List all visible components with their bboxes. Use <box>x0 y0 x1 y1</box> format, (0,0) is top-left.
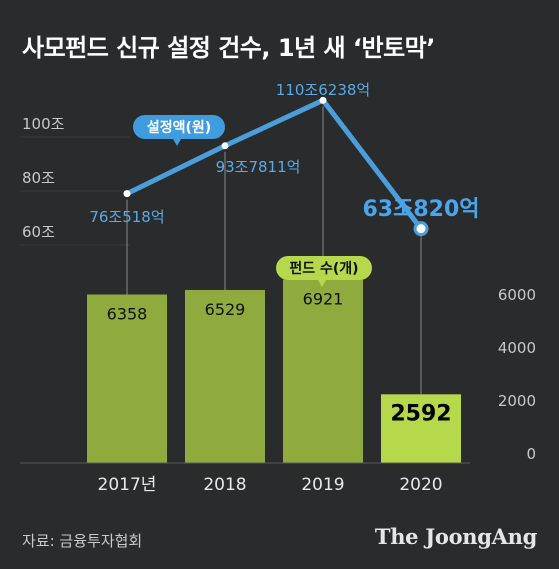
line-value-label: 63조820억 <box>362 197 479 222</box>
line-legend-label: 설정액(원) <box>147 119 211 136</box>
bar-legend-pointer <box>318 280 326 287</box>
left-axis-tick-label: 60조 <box>22 223 55 241</box>
right-axis-tick-label: 4000 <box>498 339 536 357</box>
source-note: 자료: 금융투자협회 <box>22 532 143 550</box>
bar-legend-badge <box>276 256 372 280</box>
line-value-label: 76조518억 <box>89 208 164 226</box>
bar-legend-label: 펀드 수(개) <box>289 261 358 277</box>
bar-value-label: 6921 <box>303 290 344 309</box>
left-axis-tick-label: 80조 <box>22 169 55 187</box>
right-axis-tick-label: 2000 <box>498 392 536 410</box>
line-value-label: 93조7811억 <box>216 158 301 176</box>
left-axis-tick-label: 100조 <box>22 115 65 133</box>
x-axis-tick-label: 2018 <box>203 475 246 495</box>
line-legend-pointer <box>173 139 181 146</box>
bar <box>381 394 461 463</box>
bar-value-label: 2592 <box>390 401 451 426</box>
chart-title: 사모펀드 신규 설정 건수, 1년 새 ‘반토막’ <box>22 34 435 62</box>
right-axis-tick-label: 6000 <box>498 286 536 304</box>
line-value-label: 110조6238억 <box>276 81 370 99</box>
bar <box>185 289 265 463</box>
line-point <box>221 142 229 150</box>
x-axis-tick-label: 2019 <box>301 475 344 495</box>
line-series-path <box>124 97 424 232</box>
line-legend-badge <box>133 115 225 139</box>
right-axis-tick-label: 0 <box>526 445 536 463</box>
line-point <box>123 190 131 198</box>
line-point <box>413 221 429 237</box>
bar <box>283 279 363 463</box>
x-axis-tick-label: 2020 <box>399 475 442 495</box>
line-point <box>319 96 327 104</box>
x-axis-tick-label: 2017년 <box>98 475 157 495</box>
bar <box>87 294 167 463</box>
bar-value-label: 6529 <box>205 300 246 319</box>
bar-value-label: 6358 <box>107 305 148 324</box>
publisher-logo: The JoongAng <box>374 524 537 549</box>
